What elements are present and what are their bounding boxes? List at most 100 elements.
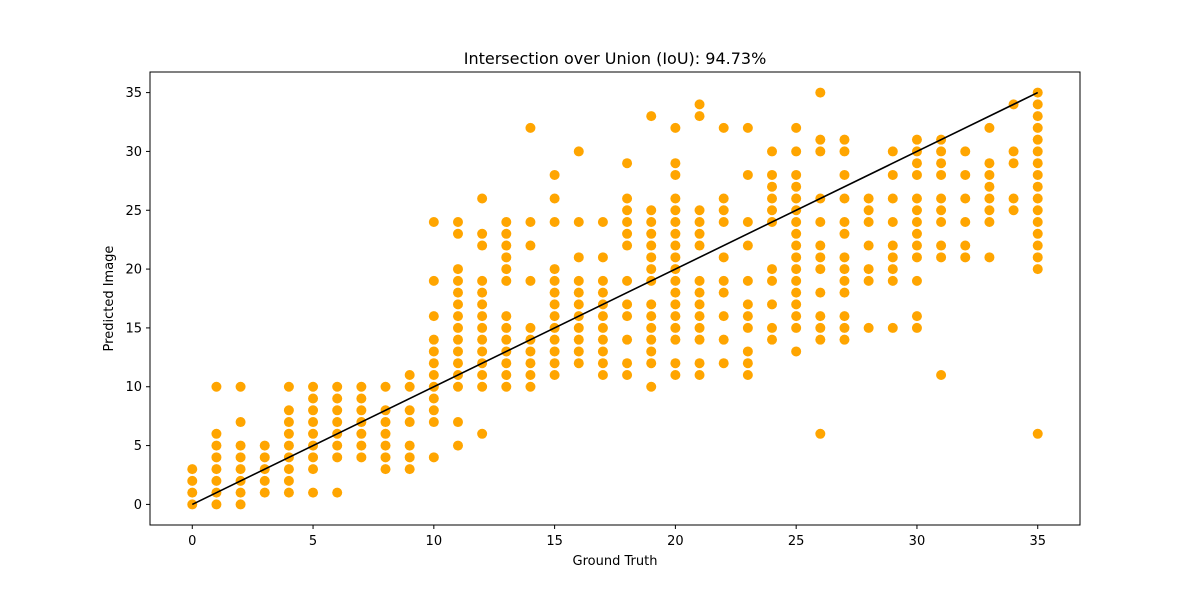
scatter-point (670, 322, 681, 333)
scatter-point (911, 228, 922, 239)
scatter-point (694, 205, 705, 216)
scatter-point (984, 169, 995, 180)
scatter-point (211, 464, 222, 475)
scatter-point (573, 287, 584, 298)
scatter-point (452, 299, 463, 310)
scatter-point (549, 346, 560, 357)
scatter-point (477, 193, 488, 204)
scatter-point (501, 228, 512, 239)
scatter-point (622, 311, 633, 322)
scatter-point (404, 440, 415, 451)
scatter-point (911, 134, 922, 145)
scatter-point (308, 487, 319, 498)
scatter-point (187, 487, 198, 498)
scatter-point (622, 334, 633, 345)
scatter-point (1008, 158, 1019, 169)
scatter-point (356, 405, 367, 416)
scatter-point (1008, 193, 1019, 204)
scatter-point (646, 299, 657, 310)
scatter-point (742, 322, 753, 333)
scatter-point (477, 275, 488, 286)
scatter-point (452, 264, 463, 275)
scatter-point (767, 264, 778, 275)
scatter-point (791, 252, 802, 263)
scatter-point (791, 287, 802, 298)
scatter-point (573, 334, 584, 345)
scatter-point (259, 452, 270, 463)
scatter-point (452, 311, 463, 322)
scatter-point (549, 311, 560, 322)
scatter-point (452, 358, 463, 369)
scatter-point (477, 381, 488, 392)
scatter-point (1032, 205, 1043, 216)
scatter-point (670, 275, 681, 286)
scatter-point (984, 193, 995, 204)
scatter-point (791, 169, 802, 180)
scatter-point (742, 217, 753, 228)
scatter-point (984, 205, 995, 216)
scatter-point (1032, 158, 1043, 169)
scatter-point (477, 334, 488, 345)
scatter-point (380, 381, 391, 392)
scatter-point (597, 287, 608, 298)
scatter-point (573, 322, 584, 333)
scatter-point (742, 311, 753, 322)
scatter-point (1008, 146, 1019, 157)
scatter-points (187, 87, 1043, 510)
scatter-point (694, 358, 705, 369)
scatter-point (815, 287, 826, 298)
scatter-point (718, 217, 729, 228)
scatter-point (742, 122, 753, 133)
scatter-point (839, 264, 850, 275)
reference-line-layer (191, 91, 1039, 506)
scatter-point (211, 440, 222, 451)
scatter-point (573, 346, 584, 357)
scatter-point (694, 299, 705, 310)
scatter-point (646, 252, 657, 263)
scatter-point (670, 369, 681, 380)
scatter-point (839, 217, 850, 228)
scatter-point (308, 452, 319, 463)
scatter-point (767, 193, 778, 204)
scatter-point (259, 475, 270, 486)
scatter-point (694, 287, 705, 298)
scatter-point (549, 169, 560, 180)
scatter-point (308, 393, 319, 404)
y-tick-label: 10 (125, 380, 142, 395)
scatter-point (283, 440, 294, 451)
scatter-point (283, 475, 294, 486)
scatter-point (549, 334, 560, 345)
y-tick-label: 15 (125, 321, 142, 336)
scatter-point (501, 311, 512, 322)
scatter-point (670, 122, 681, 133)
scatter-point (573, 299, 584, 310)
scatter-point (742, 299, 753, 310)
scatter-point (549, 217, 560, 228)
scatter-point (549, 193, 560, 204)
scatter-point (863, 205, 874, 216)
scatter-point (911, 169, 922, 180)
scatter-point (597, 334, 608, 345)
scatter-point (525, 381, 536, 392)
scatter-point (742, 169, 753, 180)
scatter-point (767, 299, 778, 310)
scatter-point (791, 228, 802, 239)
scatter-point (646, 228, 657, 239)
scatter-point (646, 334, 657, 345)
scatter-point (597, 311, 608, 322)
scatter-point (622, 369, 633, 380)
scatter-point (815, 146, 826, 157)
scatter-point (839, 287, 850, 298)
scatter-point (211, 475, 222, 486)
scatter-point (428, 217, 439, 228)
scatter-point (211, 381, 222, 392)
scatter-point (622, 193, 633, 204)
scatter-point (452, 217, 463, 228)
scatter-point (477, 299, 488, 310)
scatter-point (477, 428, 488, 439)
scatter-point (767, 334, 778, 345)
scatter-point (911, 193, 922, 204)
scatter-point (259, 440, 270, 451)
scatter-point (428, 417, 439, 428)
